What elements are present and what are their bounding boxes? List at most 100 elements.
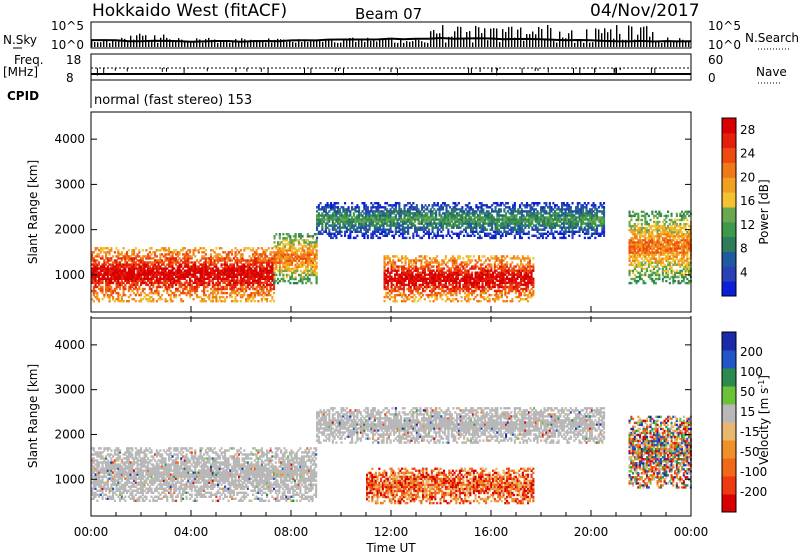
echo-cell — [96, 271, 99, 274]
echo-cell — [175, 261, 178, 264]
echo-cell — [414, 224, 417, 227]
echo-cell — [103, 267, 106, 270]
echo-cell — [92, 279, 95, 282]
echo-cell — [432, 275, 435, 278]
echo-cell — [375, 208, 378, 211]
echo-cell — [405, 230, 408, 233]
echo-cell — [291, 241, 294, 244]
echo-cell — [129, 273, 132, 276]
echo-cell — [385, 277, 388, 280]
noise-sky-bar — [589, 42, 591, 47]
echo-cell — [266, 267, 269, 270]
echo-cell — [561, 206, 564, 209]
echo-cell — [210, 263, 213, 266]
echo-cell — [344, 210, 347, 213]
echo-cell — [136, 291, 139, 295]
echo-cell — [238, 269, 241, 272]
echo-cell — [194, 247, 197, 250]
echo-cell — [484, 228, 487, 231]
echo-cell — [422, 214, 425, 217]
echo-cell — [267, 293, 270, 297]
echo-cell — [571, 216, 574, 219]
echo-cell — [427, 293, 430, 297]
echo-cell — [117, 251, 120, 254]
echo-cell — [420, 259, 423, 262]
echo-cell — [117, 255, 120, 258]
echo-cell — [423, 285, 426, 289]
echo-cell — [389, 204, 392, 207]
echo-cell — [438, 228, 441, 231]
echo-cell — [326, 204, 329, 207]
echo-cell — [375, 214, 378, 217]
echo-cell — [141, 271, 144, 274]
echo-cell — [155, 291, 158, 295]
echo-cell — [487, 224, 490, 227]
echo-cell — [124, 261, 127, 264]
echo-cell — [241, 277, 244, 280]
echo-cell — [401, 281, 404, 285]
echo-cell — [443, 216, 446, 219]
echo-cell — [273, 261, 276, 264]
echo-cell — [253, 257, 256, 260]
echo-cell — [566, 208, 569, 211]
noise-sky-bar — [574, 42, 576, 47]
echo-cell — [582, 214, 585, 217]
echo-cell — [94, 269, 97, 272]
echo-cell — [564, 210, 567, 213]
echo-cell — [306, 259, 309, 262]
echo-cell — [285, 261, 288, 264]
echo-cell — [480, 230, 483, 233]
echo-cell — [454, 222, 457, 225]
echo-cell — [597, 206, 600, 209]
echo-cell — [239, 295, 242, 299]
echo-cell — [510, 232, 513, 235]
echo-cell — [246, 263, 249, 266]
echo-cell — [122, 281, 125, 285]
echo-cell — [171, 251, 174, 254]
echo-cell — [232, 275, 235, 278]
echo-cell — [278, 255, 281, 258]
echo-cell — [562, 216, 565, 219]
echo-cell — [452, 206, 455, 209]
echo-cell — [291, 277, 294, 281]
echo-cell — [206, 269, 209, 272]
echo-cell — [166, 285, 169, 289]
echo-cell — [508, 224, 511, 227]
echo-cell — [519, 204, 522, 207]
echo-cell — [306, 267, 309, 271]
echo-cell — [498, 230, 501, 233]
echo-cell — [447, 212, 450, 215]
echo-cell — [316, 224, 319, 227]
echo-cell — [423, 257, 426, 260]
echo-cell — [306, 239, 309, 242]
echo-cell — [126, 300, 129, 303]
echo-cell — [321, 208, 324, 211]
echo-cell — [422, 226, 425, 229]
echo-cell — [127, 263, 130, 266]
echo-cell — [454, 232, 457, 235]
echo-cell — [349, 210, 352, 213]
echo-cell — [271, 279, 274, 282]
echo-cell — [559, 232, 562, 235]
echo-cell — [213, 263, 216, 266]
echo-cell — [412, 224, 415, 227]
echo-cell — [206, 275, 209, 278]
echo-cell — [306, 233, 309, 236]
echo-cell — [416, 279, 419, 282]
echo-cell — [210, 279, 213, 282]
echo-cell — [338, 226, 341, 229]
echo-cell — [506, 226, 509, 229]
echo-cell — [363, 204, 366, 207]
echo-cell — [260, 261, 263, 264]
echo-cell — [189, 255, 192, 258]
echo-cell — [120, 263, 123, 266]
echo-cell — [396, 222, 399, 225]
echo-cell — [366, 212, 369, 215]
echo-cell — [337, 202, 340, 205]
echo-cell — [169, 273, 172, 276]
echo-cell — [222, 271, 225, 274]
echo-cell — [333, 218, 336, 221]
echo-cell — [194, 287, 197, 291]
echo-cell — [392, 277, 395, 280]
echo-cell — [478, 224, 481, 227]
